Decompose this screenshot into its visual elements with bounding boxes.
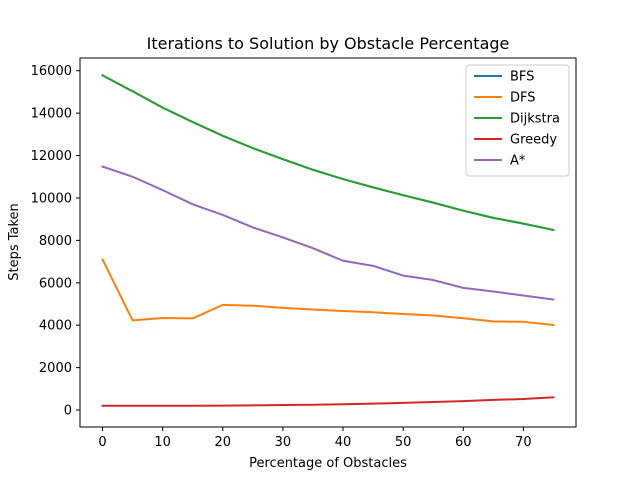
series-line-greedy [101,396,555,407]
x-tick-label: 10 [154,435,171,450]
plot-area [101,74,555,407]
chart-title: Iterations to Solution by Obstacle Perce… [147,34,510,53]
series-line-dijkstra [101,74,555,232]
y-tick-label: 0 [64,404,72,419]
legend-box [465,64,570,177]
y-tick-label: 12000 [31,149,72,164]
legend-label: DFS [510,91,536,106]
series-line-dfs [101,258,555,327]
legend-label: BFS [510,70,534,85]
x-tick-label: 70 [515,435,532,450]
y-tick-label: 14000 [31,107,72,122]
y-tick-label: 10000 [31,191,72,206]
series-line-a [101,165,555,301]
legend: BFS DFS Dijkstra Greedy A* [465,64,570,177]
x-tick-label: 20 [215,435,232,450]
y-tick-label: 4000 [39,319,72,334]
x-tick-label: 60 [455,435,472,450]
x-axis-label: Percentage of Obstacles [249,456,407,471]
plot-frame [79,57,577,428]
x-tick-label: 0 [98,435,106,450]
legend-label: Dijkstra [510,112,560,127]
y-tick-label: 8000 [39,234,72,249]
y-tick-label: 6000 [39,276,72,291]
x-tick-label: 50 [395,435,412,450]
y-axis-label: Steps Taken [7,203,22,281]
legend-label: Greedy [510,133,557,148]
x-tick-label: 40 [335,435,352,450]
y-tick-label: 2000 [39,361,72,376]
x-tick-label: 30 [275,435,292,450]
legend-label: A* [510,154,526,169]
y-tick-label: 16000 [31,64,72,79]
y-axis: 0 2000 4000 6000 8000 10000 12000 14000 16000 [31,64,80,419]
x-axis: 0 10 20 30 40 50 60 70 [98,427,532,450]
